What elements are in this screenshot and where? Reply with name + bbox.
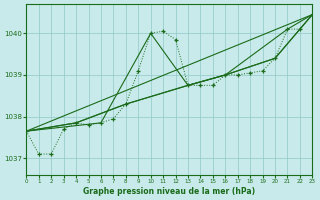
X-axis label: Graphe pression niveau de la mer (hPa): Graphe pression niveau de la mer (hPa) xyxy=(83,187,255,196)
